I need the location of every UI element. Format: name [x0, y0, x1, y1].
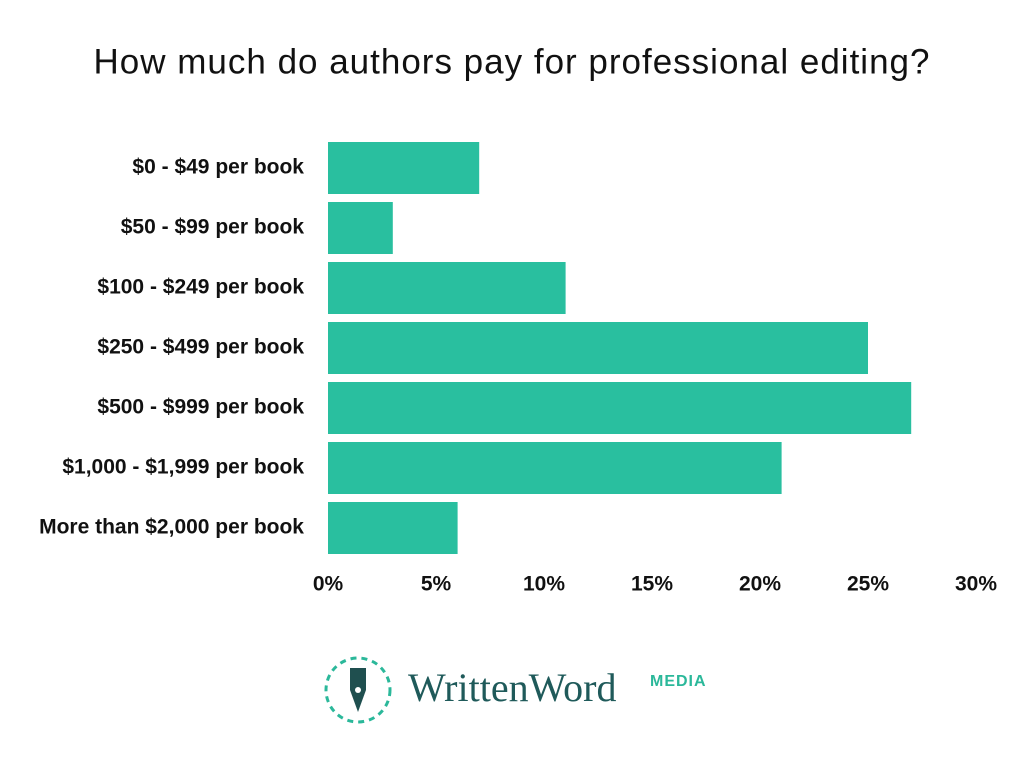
y-tick-label: $100 - $249 per book [97, 276, 304, 299]
bar [328, 502, 458, 554]
bar [328, 142, 480, 194]
y-tick-label: $1,000 - $1,999 per book [62, 456, 304, 479]
x-tick-label: 20% [739, 573, 781, 596]
y-tick-label: $0 - $49 per book [132, 156, 304, 179]
x-tick-label: 25% [847, 573, 889, 596]
logo-name: WrittenWord [408, 665, 616, 710]
chart-title: How much do authors pay for professional… [94, 42, 931, 81]
logo-tag: MEDIA [650, 673, 707, 690]
x-tick-label: 5% [421, 573, 452, 596]
x-tick-label: 30% [955, 573, 997, 596]
bar [328, 382, 912, 434]
bar [328, 202, 393, 254]
bar [328, 442, 782, 494]
logo: WrittenWord MEDIA [324, 656, 707, 724]
x-tick-label: 10% [523, 573, 565, 596]
logo-ring [324, 656, 392, 724]
bar [328, 322, 868, 374]
x-tick-label: 15% [631, 573, 673, 596]
y-tick-label: $500 - $999 per book [97, 396, 304, 419]
y-tick-label: More than $2,000 per book [39, 516, 304, 539]
bar [328, 262, 566, 314]
y-tick-label: $250 - $499 per book [97, 336, 304, 359]
logo-pen-hole [355, 687, 361, 693]
y-tick-label: $50 - $99 per book [121, 216, 305, 239]
x-tick-label: 0% [313, 573, 344, 596]
